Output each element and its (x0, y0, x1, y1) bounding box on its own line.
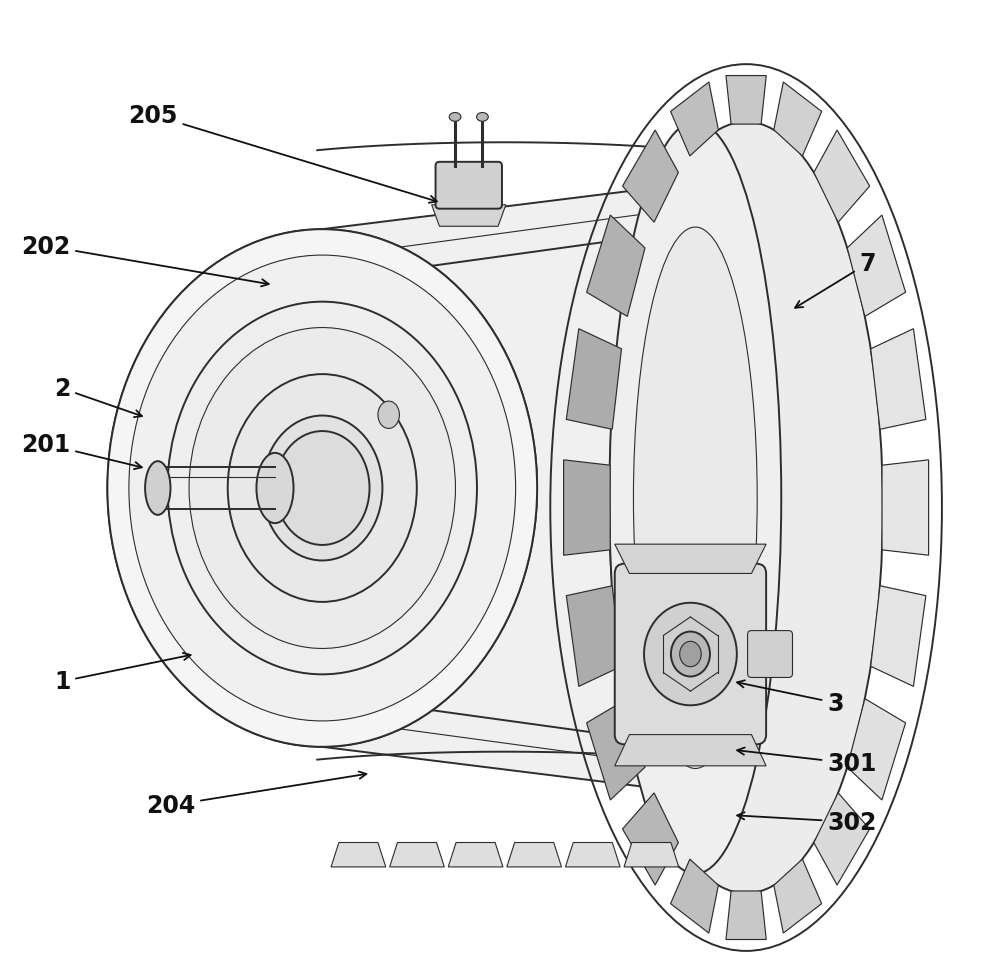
Ellipse shape (633, 228, 757, 769)
Ellipse shape (129, 256, 516, 721)
Polygon shape (623, 793, 678, 885)
Ellipse shape (256, 453, 294, 524)
Polygon shape (871, 586, 926, 687)
Ellipse shape (262, 416, 382, 561)
Polygon shape (814, 131, 870, 223)
Ellipse shape (189, 328, 455, 649)
Polygon shape (312, 186, 676, 791)
Polygon shape (871, 329, 926, 430)
Polygon shape (564, 460, 610, 556)
Text: 7: 7 (795, 252, 876, 309)
Polygon shape (615, 735, 766, 766)
Ellipse shape (256, 453, 294, 524)
Text: 301: 301 (737, 747, 877, 776)
Ellipse shape (644, 603, 737, 705)
Polygon shape (507, 842, 562, 867)
Ellipse shape (189, 328, 455, 649)
Polygon shape (624, 842, 679, 867)
Text: 2: 2 (54, 377, 142, 418)
Polygon shape (331, 842, 386, 867)
Polygon shape (448, 842, 503, 867)
Polygon shape (432, 205, 506, 227)
Polygon shape (774, 83, 822, 156)
Text: 205: 205 (128, 104, 437, 203)
Polygon shape (390, 842, 444, 867)
FancyBboxPatch shape (615, 564, 766, 744)
Ellipse shape (680, 642, 701, 667)
Polygon shape (566, 329, 621, 430)
FancyBboxPatch shape (748, 631, 792, 678)
Ellipse shape (168, 302, 477, 675)
Ellipse shape (378, 402, 399, 429)
Text: 1: 1 (54, 654, 191, 694)
Polygon shape (814, 793, 870, 885)
Text: 302: 302 (737, 810, 877, 834)
Ellipse shape (378, 402, 399, 429)
Text: 201: 201 (21, 433, 142, 470)
Polygon shape (726, 76, 766, 125)
Polygon shape (615, 544, 766, 573)
Ellipse shape (145, 462, 170, 515)
Polygon shape (671, 83, 718, 156)
Text: 202: 202 (21, 234, 269, 287)
Polygon shape (847, 699, 906, 800)
Ellipse shape (449, 113, 461, 122)
Polygon shape (882, 460, 929, 556)
Ellipse shape (145, 462, 170, 515)
Polygon shape (566, 586, 621, 687)
Polygon shape (623, 131, 678, 223)
Text: 3: 3 (737, 681, 844, 715)
Ellipse shape (671, 632, 710, 677)
Ellipse shape (228, 375, 417, 602)
Polygon shape (847, 216, 906, 318)
Ellipse shape (168, 302, 477, 675)
Ellipse shape (609, 123, 781, 873)
Ellipse shape (477, 113, 488, 122)
Polygon shape (671, 859, 718, 933)
Polygon shape (587, 216, 645, 318)
Polygon shape (774, 859, 822, 933)
Ellipse shape (228, 375, 417, 602)
Ellipse shape (107, 230, 537, 747)
Polygon shape (565, 842, 620, 867)
Ellipse shape (609, 123, 883, 893)
FancyBboxPatch shape (436, 162, 502, 209)
Ellipse shape (275, 432, 370, 545)
Polygon shape (587, 699, 645, 800)
Ellipse shape (129, 256, 516, 721)
Ellipse shape (275, 432, 370, 545)
Text: 204: 204 (146, 772, 366, 818)
Polygon shape (726, 891, 766, 940)
Ellipse shape (262, 416, 382, 561)
Ellipse shape (107, 230, 537, 747)
